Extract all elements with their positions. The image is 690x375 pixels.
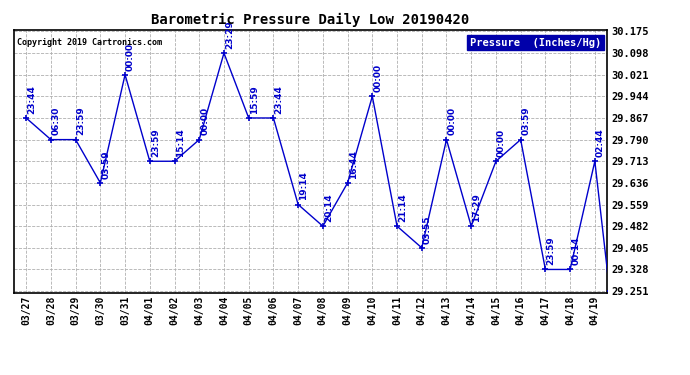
Text: 00:00: 00:00 xyxy=(448,107,457,135)
Text: 03:55: 03:55 xyxy=(423,215,432,244)
Text: 23:59: 23:59 xyxy=(77,107,86,135)
Text: 17:29: 17:29 xyxy=(472,193,481,222)
Text: Pressure  (Inches/Hg): Pressure (Inches/Hg) xyxy=(470,38,601,48)
Text: 00:00: 00:00 xyxy=(126,42,135,70)
Text: 23:44: 23:44 xyxy=(275,85,284,114)
Text: 21:14: 21:14 xyxy=(398,193,407,222)
Text: 15:59: 15:59 xyxy=(250,85,259,114)
Text: 06:30: 06:30 xyxy=(52,107,61,135)
Text: 20:14: 20:14 xyxy=(324,194,333,222)
Text: 23:29: 23:29 xyxy=(225,20,234,49)
Text: 23:59: 23:59 xyxy=(546,237,555,265)
Text: 00:00: 00:00 xyxy=(200,107,209,135)
Text: 15:14: 15:14 xyxy=(175,128,184,157)
Title: Barometric Pressure Daily Low 20190420: Barometric Pressure Daily Low 20190420 xyxy=(151,13,470,27)
Text: 03:59: 03:59 xyxy=(101,150,110,179)
Text: 23:59: 23:59 xyxy=(151,128,160,157)
Text: 16:44: 16:44 xyxy=(348,150,357,179)
Text: 00:14: 00:14 xyxy=(571,237,580,265)
Text: 00:00: 00:00 xyxy=(497,129,506,157)
Text: Copyright 2019 Cartronics.com: Copyright 2019 Cartronics.com xyxy=(17,38,161,47)
Text: 03:59: 03:59 xyxy=(522,107,531,135)
Text: 00:00: 00:00 xyxy=(373,64,382,92)
Text: 19:14: 19:14 xyxy=(299,171,308,200)
Text: 23:44: 23:44 xyxy=(27,85,36,114)
Text: 02:44: 02:44 xyxy=(596,128,605,157)
